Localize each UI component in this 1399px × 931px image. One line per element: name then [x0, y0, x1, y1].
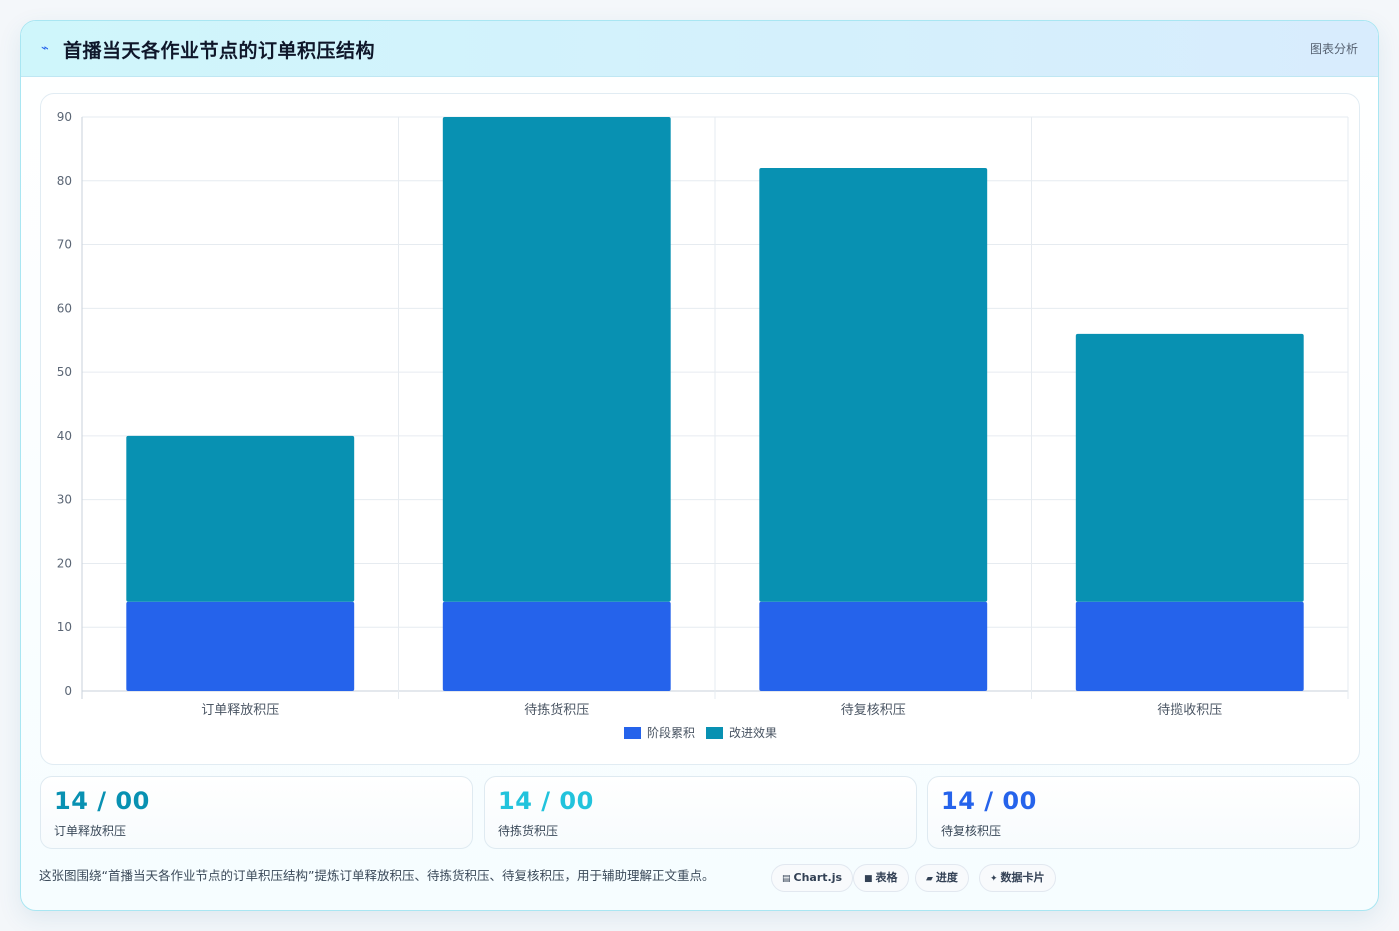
- chart-title: 首播当天各作业节点的订单积压结构: [63, 40, 376, 62]
- data-card-icon: ✦: [990, 874, 998, 884]
- chip-label: Chart.js: [793, 871, 843, 884]
- chip-label: 数据卡片: [1000, 871, 1045, 884]
- chip-label: 进度: [935, 871, 958, 884]
- chart-panel: 0 10 20 30 40 50 60 70 80 90 订单释放积压 待拣货积压 待复核积压 待揽收积压…: [40, 93, 1360, 765]
- chip-chartjs[interactable]: ▤ Chart.js: [771, 864, 854, 892]
- stat-label: 待复核积压: [941, 824, 1002, 838]
- stat-card-review: 14 / 00 待复核积压: [927, 776, 1360, 849]
- table-icon: ■: [864, 874, 873, 884]
- chip-table[interactable]: ■ 表格: [853, 864, 909, 892]
- stat-label: 订单释放积压: [54, 824, 127, 838]
- y-tick-label: 60: [57, 301, 72, 315]
- card-header: ⌁ 首播当天各作业节点的订单积压结构 图表分析: [21, 21, 1378, 77]
- chip-label: 表格: [875, 871, 898, 884]
- stat-card-release: 14 / 00 订单释放积压: [40, 776, 473, 849]
- progress-icon: ▰: [926, 874, 933, 884]
- x-tick-label: 待拣货积压: [524, 702, 589, 718]
- chip-data-card[interactable]: ✦ 数据卡片: [979, 864, 1056, 892]
- bar-segment: [1075, 601, 1304, 691]
- bar-segment: [442, 601, 671, 691]
- y-tick-label: 10: [57, 620, 72, 634]
- chart-icon: ▤: [782, 874, 791, 884]
- stat-value: 14 / 00: [941, 787, 1037, 815]
- bar-segment: [126, 435, 355, 602]
- y-tick-label: 20: [57, 556, 72, 570]
- bar-segment: [1075, 333, 1304, 602]
- legend-swatch: [624, 727, 641, 739]
- chart-card: ⌁ 首播当天各作业节点的订单积压结构 图表分析 0 10 20 30 40 50 60 70 8…: [20, 20, 1379, 911]
- stat-value: 14 / 00: [498, 787, 594, 815]
- y-tick-label: 0: [64, 684, 72, 698]
- chip-progress[interactable]: ▰ 进度: [915, 864, 969, 892]
- y-tick-label: 50: [57, 365, 72, 379]
- legend-label: 改进效果: [729, 725, 777, 740]
- lightning-icon: ⌁: [41, 41, 49, 56]
- stat-value: 14 / 00: [54, 787, 150, 815]
- bar-segment: [759, 601, 988, 691]
- stat-card-picking: 14 / 00 待拣货积压: [484, 776, 917, 849]
- x-tick-label: 订单释放积压: [201, 703, 279, 718]
- legend-label: 阶段累积: [647, 725, 695, 740]
- x-tick-label: 待复核积压: [841, 703, 906, 718]
- x-tick-label: 待揽收积压: [1157, 702, 1222, 718]
- stat-label: 待拣货积压: [498, 824, 559, 838]
- legend-swatch: [706, 727, 723, 739]
- bar-segment: [759, 168, 988, 602]
- chart-caption: 这张图围绕“首播当天各作业节点的订单积压结构”提炼订单释放积压、待拣货积压、待复…: [39, 868, 715, 883]
- y-tick-label: 40: [57, 429, 72, 443]
- header-tag: 图表分析: [1309, 42, 1358, 56]
- y-tick-label: 80: [57, 174, 72, 188]
- y-tick-label: 30: [57, 493, 72, 507]
- bar-segment: [442, 117, 671, 602]
- bar-chart: 0 10 20 30 40 50 60 70 80 90 订单释放积压 待拣货积压 待复核积压 待揽收积压…: [57, 110, 1349, 740]
- y-tick-label: 90: [57, 110, 72, 124]
- bar-segment: [126, 601, 355, 691]
- y-tick-label: 70: [57, 238, 72, 252]
